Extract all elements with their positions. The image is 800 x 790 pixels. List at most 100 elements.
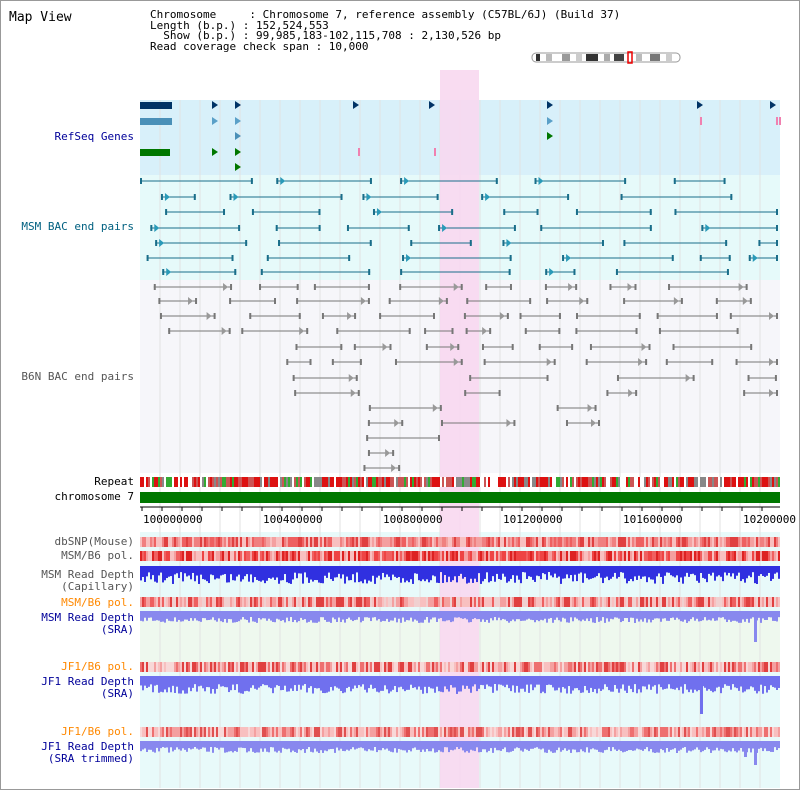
depth-bar <box>608 676 610 691</box>
repeat-segment <box>482 477 484 487</box>
depth-bar <box>732 676 734 685</box>
pol-cell <box>718 597 720 607</box>
pol-cell <box>528 727 530 737</box>
track-label-msm-depth-sra[interactable]: MSM Read Depth (SRA) <box>41 611 134 636</box>
depth-bar <box>664 566 666 576</box>
pol-cell <box>658 597 660 607</box>
depth-bar <box>764 566 766 577</box>
pol-cell <box>462 662 464 672</box>
pol-cell <box>768 597 770 607</box>
depth-bar <box>262 741 264 752</box>
dbsnp-cell <box>508 537 510 547</box>
repeat-segment <box>344 477 346 487</box>
pol-cell <box>388 727 390 737</box>
depth-bar <box>402 741 404 751</box>
b6n-bac-pair-end <box>463 313 466 319</box>
depth-bar <box>538 676 540 685</box>
depth-bar <box>238 566 240 575</box>
pol-cell <box>164 551 166 561</box>
pol-cell <box>748 551 750 561</box>
track-label-jf1-b6-pol-2[interactable]: JF1/B6 pol. <box>61 725 134 738</box>
pol-cell <box>692 662 694 672</box>
pol-cell <box>482 597 484 607</box>
repeat-segment <box>660 477 662 487</box>
pol-cell <box>666 662 668 672</box>
repeat-segment <box>464 477 466 487</box>
pol-cell <box>268 597 270 607</box>
msm-bac-arrow <box>233 193 239 201</box>
track-label-msm-b6-pol-2[interactable]: MSM/B6 pol. <box>61 596 134 609</box>
pol-cell <box>474 551 476 561</box>
repeat-segment <box>758 477 760 487</box>
depth-bar <box>760 566 762 575</box>
pol-cell <box>488 727 490 737</box>
b6n-bac-pair-end <box>648 344 651 350</box>
pol-cell <box>312 727 314 737</box>
pol-cell <box>614 551 616 561</box>
depth-bar <box>222 611 224 623</box>
depth-bar <box>740 611 742 623</box>
dbsnp-cell <box>332 537 334 547</box>
pol-cell <box>660 727 662 737</box>
pol-cell <box>530 551 532 561</box>
pol-cell <box>726 662 728 672</box>
pol-cell <box>590 551 592 561</box>
pol-cell <box>434 597 436 607</box>
depth-bar <box>676 741 678 753</box>
track-label-b6n-bac[interactable]: B6N BAC end pairs <box>21 370 134 383</box>
pol-cell <box>192 662 194 672</box>
pol-cell <box>364 597 366 607</box>
depth-bar <box>290 676 292 689</box>
track-label-jf1-depth-sra[interactable]: JF1 Read Depth (SRA) <box>41 675 134 700</box>
dbsnp-cell <box>344 537 346 547</box>
depth-bar <box>140 676 142 686</box>
dbsnp-cell <box>310 537 312 547</box>
dbsnp-cell <box>582 537 584 547</box>
depth-bar <box>296 566 298 579</box>
track-label-msm-bac[interactable]: MSM BAC end pairs <box>21 220 134 233</box>
pol-cell <box>274 597 276 607</box>
pol-cell <box>404 597 406 607</box>
track-label-msm-b6-pol[interactable]: MSM/B6 pol. <box>61 549 134 562</box>
pol-cell <box>620 662 622 672</box>
depth-bar <box>574 676 576 689</box>
gene-glyph <box>140 102 172 109</box>
depth-bar <box>294 566 296 573</box>
track-label-msm-depth-capillary[interactable]: MSM Read Depth (Capillary) <box>41 568 134 593</box>
pol-cell <box>302 727 304 737</box>
pol-cell <box>634 597 636 607</box>
depth-bar <box>714 566 716 581</box>
pol-cell <box>622 597 624 607</box>
depth-bar <box>718 611 720 618</box>
pol-cell <box>446 727 448 737</box>
pol-cell <box>358 727 360 737</box>
pol-cell <box>506 662 508 672</box>
b6n-bac-pair-end <box>680 298 683 304</box>
pol-cell <box>158 551 160 561</box>
depth-bar <box>530 566 532 577</box>
depth-bar <box>514 566 516 583</box>
depth-bar <box>284 566 286 575</box>
msm-bac-pair-end <box>245 240 248 246</box>
track-label-jf1-depth-trimmed[interactable]: JF1 Read Depth (SRA trimmed) <box>41 740 134 765</box>
repeat-segment <box>560 477 562 487</box>
pol-cell <box>684 662 686 672</box>
repeat-segment <box>244 477 246 487</box>
track-label-jf1-b6-pol[interactable]: JF1/B6 pol. <box>61 660 134 673</box>
track-label-refseq[interactable]: RefSeq Genes <box>54 130 134 143</box>
pol-cell <box>778 662 780 672</box>
depth-bar <box>414 676 416 688</box>
dbsnp-cell <box>504 537 506 547</box>
depth-bar <box>338 676 340 689</box>
dbsnp-cell <box>754 537 756 547</box>
track-label-dbsnp[interactable]: dbSNP(Mouse) <box>54 535 134 548</box>
pol-cell <box>698 662 700 672</box>
pol-cell <box>626 727 628 737</box>
b6n-bac-arrow <box>347 312 353 320</box>
dbsnp-cell <box>468 537 470 547</box>
pol-cell <box>530 662 532 672</box>
pol-cell <box>262 727 264 737</box>
pol-cell <box>408 727 410 737</box>
depth-bar <box>496 741 498 751</box>
